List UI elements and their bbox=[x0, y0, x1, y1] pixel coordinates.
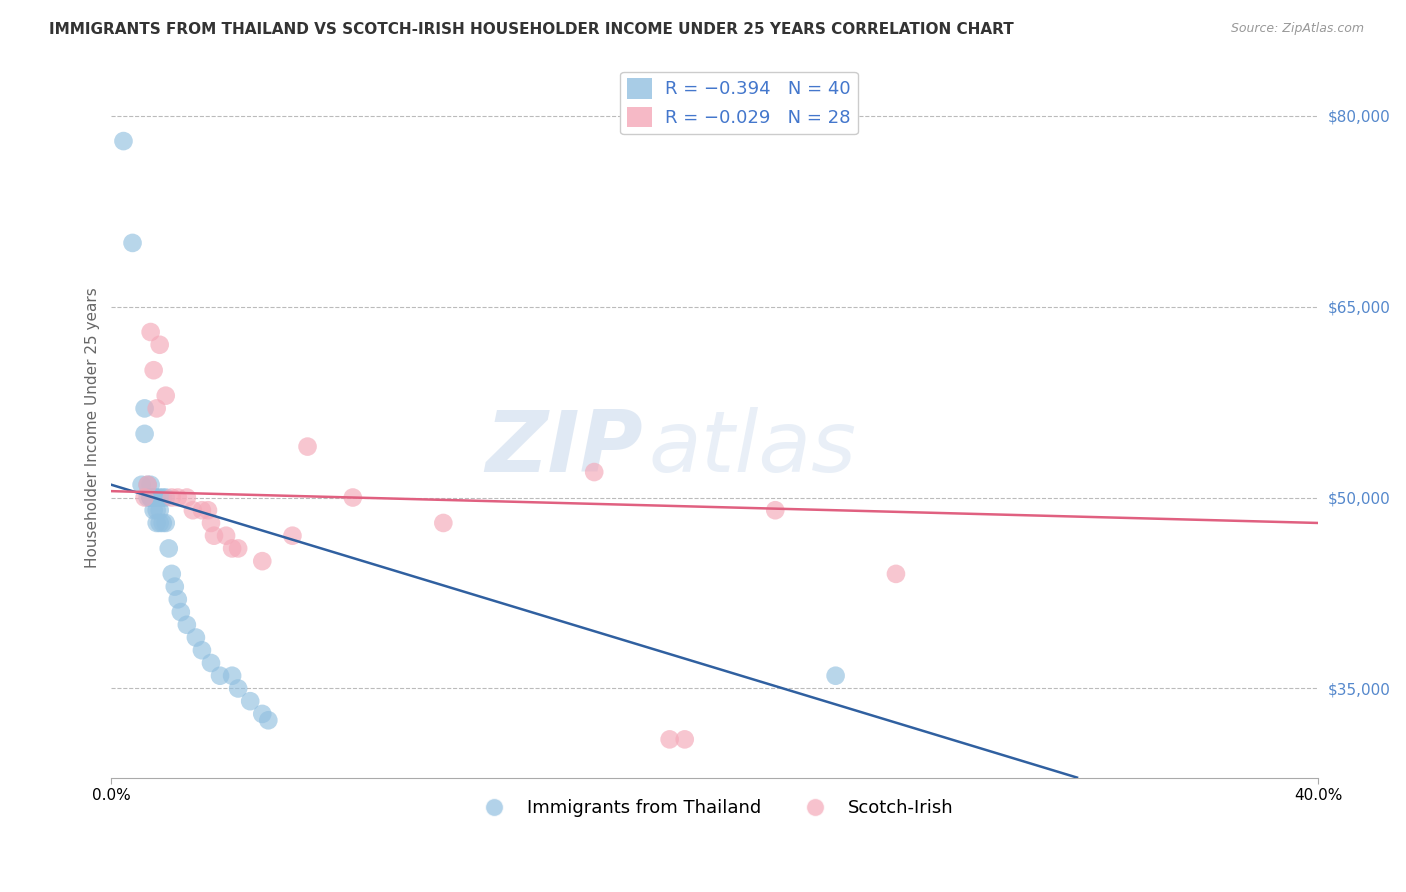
Point bbox=[160, 491, 183, 505]
Point bbox=[297, 440, 319, 454]
Point bbox=[763, 503, 786, 517]
Point bbox=[209, 669, 232, 683]
Point bbox=[149, 491, 172, 505]
Point bbox=[142, 363, 165, 377]
Point bbox=[145, 491, 167, 505]
Point bbox=[145, 503, 167, 517]
Point bbox=[152, 491, 174, 505]
Point bbox=[136, 491, 159, 505]
Point bbox=[145, 401, 167, 416]
Point bbox=[142, 491, 165, 505]
Point bbox=[160, 566, 183, 581]
Point bbox=[155, 491, 177, 505]
Point bbox=[131, 477, 153, 491]
Point bbox=[155, 389, 177, 403]
Point bbox=[200, 516, 222, 530]
Point bbox=[139, 477, 162, 491]
Point bbox=[139, 325, 162, 339]
Text: atlas: atlas bbox=[648, 407, 856, 490]
Point bbox=[145, 516, 167, 530]
Point bbox=[226, 541, 249, 556]
Point bbox=[200, 656, 222, 670]
Point bbox=[191, 503, 214, 517]
Legend: Immigrants from Thailand, Scotch-Irish: Immigrants from Thailand, Scotch-Irish bbox=[470, 792, 960, 824]
Point bbox=[139, 491, 162, 505]
Point bbox=[181, 503, 204, 517]
Text: Source: ZipAtlas.com: Source: ZipAtlas.com bbox=[1230, 22, 1364, 36]
Point bbox=[342, 491, 364, 505]
Point bbox=[134, 491, 156, 505]
Point bbox=[281, 529, 304, 543]
Point bbox=[149, 516, 172, 530]
Point bbox=[239, 694, 262, 708]
Point bbox=[142, 491, 165, 505]
Point bbox=[142, 503, 165, 517]
Point bbox=[176, 617, 198, 632]
Point bbox=[673, 732, 696, 747]
Point bbox=[184, 631, 207, 645]
Text: IMMIGRANTS FROM THAILAND VS SCOTCH-IRISH HOUSEHOLDER INCOME UNDER 25 YEARS CORRE: IMMIGRANTS FROM THAILAND VS SCOTCH-IRISH… bbox=[49, 22, 1014, 37]
Point bbox=[134, 401, 156, 416]
Point bbox=[176, 491, 198, 505]
Point bbox=[221, 669, 243, 683]
Point bbox=[139, 491, 162, 505]
Point bbox=[139, 491, 162, 505]
Point bbox=[252, 706, 274, 721]
Point bbox=[149, 503, 172, 517]
Point bbox=[134, 426, 156, 441]
Point bbox=[166, 491, 188, 505]
Point bbox=[202, 529, 225, 543]
Point bbox=[136, 477, 159, 491]
Point bbox=[884, 566, 907, 581]
Point bbox=[170, 605, 193, 619]
Point bbox=[658, 732, 681, 747]
Point bbox=[112, 134, 135, 148]
Point bbox=[155, 516, 177, 530]
Point bbox=[432, 516, 454, 530]
Point bbox=[163, 580, 186, 594]
Point bbox=[252, 554, 274, 568]
Y-axis label: Householder Income Under 25 years: Householder Income Under 25 years bbox=[86, 287, 100, 568]
Point bbox=[166, 592, 188, 607]
Point bbox=[136, 477, 159, 491]
Point bbox=[824, 669, 846, 683]
Point bbox=[215, 529, 238, 543]
Point bbox=[226, 681, 249, 696]
Point bbox=[149, 338, 172, 352]
Point bbox=[121, 235, 143, 250]
Point bbox=[157, 541, 180, 556]
Point bbox=[583, 465, 606, 479]
Text: ZIP: ZIP bbox=[485, 407, 643, 490]
Point bbox=[191, 643, 214, 657]
Point bbox=[197, 503, 219, 517]
Point bbox=[221, 541, 243, 556]
Point bbox=[257, 713, 280, 727]
Point bbox=[152, 516, 174, 530]
